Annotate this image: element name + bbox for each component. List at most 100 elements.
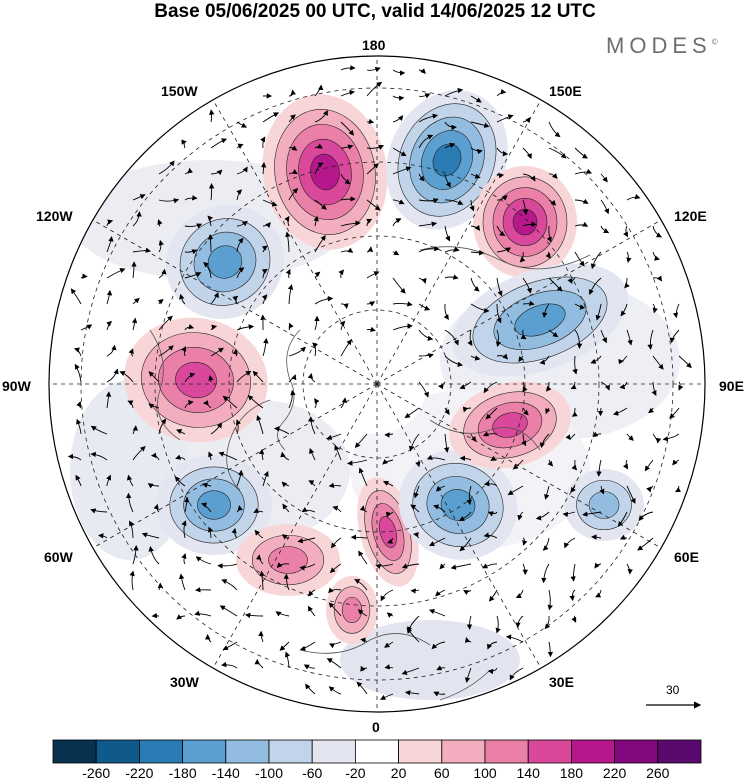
wind-vector [495,615,501,634]
wind-vector [546,225,552,243]
wind-vector [426,454,446,461]
wind-vector [431,641,446,650]
wind-vector [392,277,406,294]
wind-vector [669,407,680,419]
wind-vector [487,641,498,650]
wind-vector [384,641,394,648]
wind-vector [201,502,212,513]
wind-vector [176,429,186,435]
wind-vector [129,570,135,591]
wind-vector [545,251,551,259]
wind-vector [106,236,114,253]
wind-vector [485,407,498,420]
wind-vector [236,121,247,128]
colorbar-swatch [484,739,529,764]
wind-vector [232,295,239,305]
wind-vector [652,275,662,282]
colorbar-tick-label: -60 [302,765,323,781]
wind-vector [236,267,245,279]
wind-vector [483,381,498,394]
wind-vector [662,433,680,442]
wind-vector [129,520,135,539]
lon-label-60w: 60W [44,549,73,565]
wind-vector [392,250,400,256]
wind-vector [194,610,212,617]
wind-vector [119,371,134,383]
wind-vector [340,397,348,409]
wind-vector [184,324,195,331]
lon-label-150w: 150W [161,83,198,99]
wind-vector [282,503,290,513]
wind-vector [280,451,290,461]
negative-anomaly [451,263,629,377]
coastline [419,246,591,270]
wind-vector [418,93,431,99]
wind-vector [305,683,316,695]
wind-vector [626,563,633,575]
wind-vector [410,504,420,513]
colorbar-swatch [354,739,399,764]
wind-vector [392,218,402,227]
wind-vector [596,459,602,477]
wind-vector [418,198,439,204]
wind-vector [260,162,267,175]
wind-vector [184,195,198,201]
wind-vector [375,563,394,570]
wind-vector [406,627,420,643]
wind-vector [76,418,82,435]
wind-vector [244,612,264,619]
wind-vector [366,67,381,73]
colorbar-tick-label: 60 [434,765,450,781]
wind-vector [678,381,684,391]
colorbar-tick-label: -140 [211,765,240,781]
wind-vector [672,459,680,466]
wind-vector [232,348,238,357]
map-boundary [48,55,706,713]
wind-vector [410,588,420,594]
wind-vector [261,268,268,279]
wind-vector [542,303,550,318]
wind-vector [444,355,464,367]
wind-vector [463,589,472,596]
wind-vector [106,289,113,305]
wind-vector [418,245,440,253]
lon-label-180: 180 [362,37,386,53]
wind-vector [288,145,298,151]
wind-vector [637,537,654,551]
wind-vector [236,189,243,201]
wind-vector [433,504,446,513]
wind-vector [547,589,553,611]
wind-vector [236,143,244,149]
wind-vector [301,506,316,513]
wind-vector [626,251,632,263]
wind-vector [652,251,660,261]
wind-vector [235,419,241,435]
wind-vector [184,249,198,255]
wind-vector [496,195,508,201]
coastline [277,329,301,451]
wind-vector [328,587,342,594]
wind-vector [470,433,477,442]
wind-vector [330,537,342,549]
wind-vector [285,651,291,669]
wind-vector [599,485,605,495]
wind-vector [458,511,472,521]
wind-vector [279,641,290,651]
wind-vector [366,81,383,97]
wind-vector [386,612,394,618]
wind-vector [184,223,203,229]
wind-vector [299,641,316,651]
wind-vector [340,303,349,309]
wind-vector [574,303,586,310]
wind-vector [258,630,264,643]
wind-vector [428,609,446,617]
wind-vector [106,268,126,279]
coastline [226,399,271,491]
wind-vector [358,550,368,565]
wind-vector [522,277,533,294]
wind-vector [481,563,498,569]
wind-vector [488,589,498,602]
colorbar-tick-label: 220 [602,765,627,781]
wind-vector [470,173,481,179]
wind-vector [313,215,319,227]
